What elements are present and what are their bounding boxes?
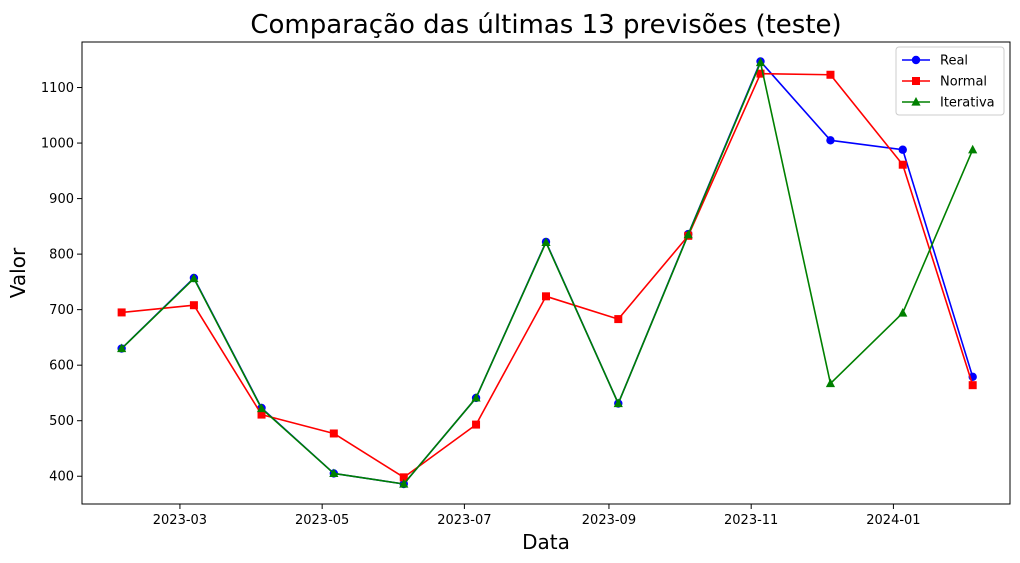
data-point-real xyxy=(898,145,907,154)
legend-item-iterativa: Iterativa xyxy=(902,96,995,111)
data-point-normal xyxy=(329,429,338,438)
y-tick-label: 800 xyxy=(49,248,74,263)
x-tick-label: 2023-07 xyxy=(437,513,491,528)
data-point-iterativa xyxy=(825,378,836,388)
data-point-normal xyxy=(756,69,765,78)
y-tick-label: 700 xyxy=(49,303,74,318)
legend-marker-real xyxy=(911,55,921,65)
x-tick-label: 2023-11 xyxy=(724,513,778,528)
y-axis: 400 500 600 700 800 900 1000 1100 xyxy=(41,81,82,485)
plot-frame xyxy=(81,41,1011,505)
data-point-normal xyxy=(542,292,550,301)
legend-box xyxy=(895,46,1005,116)
data-point-iterativa xyxy=(471,392,481,402)
data-point-iterativa xyxy=(755,57,766,67)
series-iterativa xyxy=(117,57,978,488)
data-point-normal xyxy=(257,410,266,419)
data-point-normal xyxy=(614,315,623,324)
x-tick-label: 2023-09 xyxy=(582,513,636,528)
data-point-iterativa xyxy=(683,229,693,239)
data-point-normal xyxy=(898,160,907,169)
y-tick-label: 600 xyxy=(49,359,74,374)
data-point-iterativa xyxy=(898,307,908,317)
data-point-normal xyxy=(826,70,835,79)
legend: Real Normal Iterativa xyxy=(895,46,1005,116)
data-point-iterativa xyxy=(968,144,978,154)
legend-item-real: Real xyxy=(902,54,968,69)
data-point-normal xyxy=(117,308,126,317)
data-point-iterativa xyxy=(399,479,409,488)
plot-area xyxy=(117,57,978,489)
x-tick-label: 2023-03 xyxy=(153,513,207,528)
legend-marker-normal xyxy=(912,77,920,85)
data-point-iterativa xyxy=(189,273,199,283)
data-point-iterativa xyxy=(329,468,339,478)
legend-item-normal: Normal xyxy=(902,75,987,90)
data-point-normal xyxy=(472,420,481,429)
y-tick-label: 900 xyxy=(49,192,74,207)
y-tick-label: 1000 xyxy=(41,137,74,152)
chart-title: Comparação das últimas 13 previsões (tes… xyxy=(250,10,841,40)
x-tick-label: 2024-01 xyxy=(866,513,920,528)
data-point-normal xyxy=(399,473,408,482)
data-point-normal xyxy=(968,381,977,390)
y-tick-label: 500 xyxy=(49,414,74,429)
data-point-iterativa xyxy=(256,403,267,413)
y-tick-label: 1100 xyxy=(41,81,74,96)
data-point-normal xyxy=(189,301,198,310)
legend-label-real: Real xyxy=(940,54,968,69)
x-axis: 2023-03 2023-05 2023-07 2023-09 2023-11 2024-… xyxy=(153,504,921,528)
legend-label-normal: Normal xyxy=(940,75,987,90)
data-point-iterativa xyxy=(541,237,551,247)
data-point-iterativa xyxy=(117,343,127,353)
legend-marker-iterativa xyxy=(911,97,921,106)
data-point-real xyxy=(826,136,835,145)
y-axis-label: Valor xyxy=(6,247,30,298)
data-point-iterativa xyxy=(613,398,623,408)
x-axis-label: Data xyxy=(522,530,570,554)
legend-label-iterativa: Iterativa xyxy=(940,96,995,111)
y-tick-label: 400 xyxy=(49,470,74,485)
x-tick-label: 2023-05 xyxy=(295,513,349,528)
